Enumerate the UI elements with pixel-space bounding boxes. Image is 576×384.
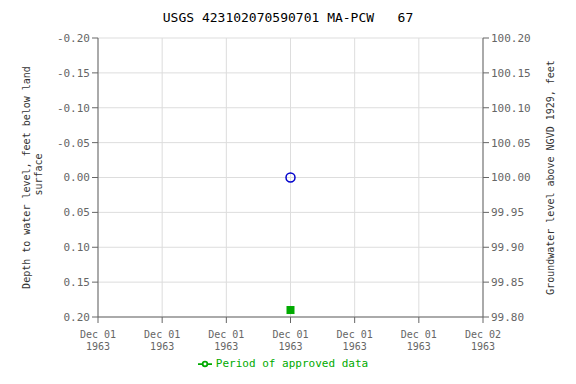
svg-text:Dec 011963: Dec 011963: [337, 329, 373, 352]
svg-text:Groundwater level above NGVD 1: Groundwater level above NGVD 1929, feet: [545, 60, 556, 295]
svg-text:100.20: 100.20: [491, 32, 531, 45]
svg-text:Dec 011963: Dec 011963: [272, 329, 308, 352]
svg-text:-0.10: -0.10: [57, 102, 90, 115]
html-text:USGS 423102070590701 MA-PCW 67: USGS 423102070590701 MA-PCW 67: [162, 10, 414, 25]
svg-text:0.05: 0.05: [64, 206, 91, 219]
svg-text:Dec 011963: Dec 011963: [80, 329, 116, 352]
html-text:Period of approved data: Period of approved data: [215, 357, 369, 370]
svg-text:Depth to water level, feet bel: Depth to water level, feet below land su…: [21, 66, 44, 289]
svg-text:100.00: 100.00: [491, 171, 531, 184]
svg-text:-0.20: -0.20: [57, 32, 90, 45]
svg-text:Dec 011963: Dec 011963: [144, 329, 180, 352]
svg-text:99.80: 99.80: [491, 311, 524, 324]
svg-text:Dec 021963: Dec 021963: [465, 329, 501, 352]
svg-text:0.15: 0.15: [64, 276, 91, 289]
svg-text:-0.05: -0.05: [57, 137, 90, 150]
svg-text:Dec 011963: Dec 011963: [208, 329, 244, 352]
svg-text:100.05: 100.05: [491, 137, 531, 150]
svg-text:99.95: 99.95: [491, 206, 524, 219]
svg-text:0.10: 0.10: [64, 241, 91, 254]
svg-text:0.20: 0.20: [64, 311, 91, 324]
svg-text:100.15: 100.15: [491, 67, 531, 80]
svg-text:100.10: 100.10: [491, 102, 531, 115]
svg-text:Dec 011963: Dec 011963: [401, 329, 437, 352]
svg-text:99.90: 99.90: [491, 241, 524, 254]
svg-text:99.85: 99.85: [491, 276, 524, 289]
svg-text:-0.15: -0.15: [57, 67, 90, 80]
svg-text:0.00: 0.00: [64, 171, 91, 184]
